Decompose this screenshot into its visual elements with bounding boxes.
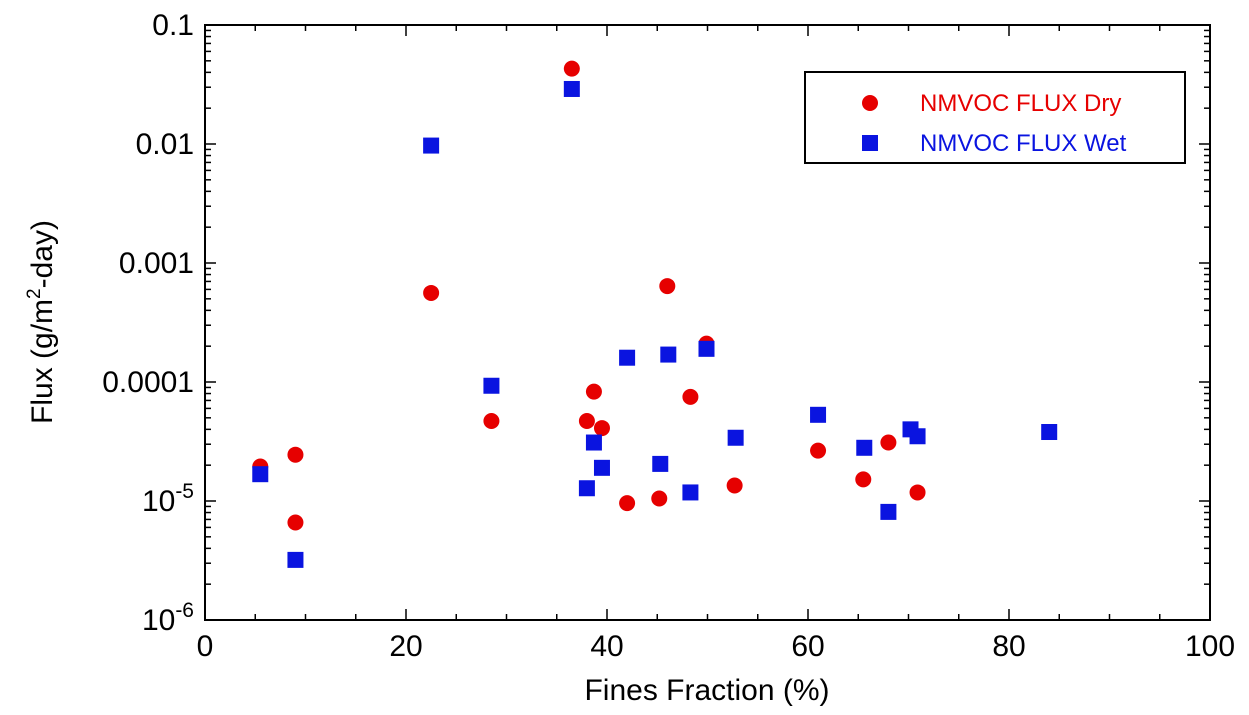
wet-point [593,459,610,476]
x-axis-title: Fines Fraction (%) [584,674,829,707]
dry-point [880,434,897,451]
data-points [252,60,1058,568]
y-tick-label: 0.01 [136,128,194,161]
y-axis-title-sup: 2 [24,288,45,299]
dry-point [659,278,676,295]
dry-point [585,383,602,400]
wet-point [252,466,269,483]
series-dry [252,60,926,531]
x-tick-label: 40 [590,630,623,663]
y-tick-label: 10-5 [142,480,194,518]
y-axis-title: Flux (g/m2-day) [24,220,59,424]
dry-point [909,484,926,501]
axis-ticks [204,25,1211,621]
x-tick-label: 0 [197,630,214,663]
tick-labels: 0 20 40 60 80 100 0.1 0.01 0.001 0.0001 10-5 10-6 [102,9,1235,663]
y-tick-label: 0.001 [119,247,194,280]
wet-point [880,503,897,520]
dry-point [810,442,827,459]
dry-point [593,420,610,437]
wet-point [578,480,595,497]
wet-point [660,346,677,363]
wet-point [585,434,602,451]
legend-wet-marker [862,135,878,151]
dry-point [287,514,304,531]
dry-point [855,471,872,488]
wet-point [483,377,500,394]
dry-point [287,446,304,463]
wet-point [619,349,636,366]
wet-point [287,551,304,568]
wet-point [698,340,715,357]
x-tick-label: 20 [389,630,422,663]
y-tick-label: 10-6 [142,599,194,637]
wet-point [727,429,744,446]
legend-dry-marker [862,95,878,111]
wet-point [682,484,699,501]
dry-point [423,284,440,301]
y-axis-title-suffix: -day) [26,220,59,288]
legend-dry-label: NMVOC FLUX Dry [920,90,1121,117]
x-tick-label: 60 [791,630,824,663]
dry-point [726,477,743,494]
wet-point [909,428,926,445]
legend-wet-label: NMVOC FLUX Wet [920,130,1127,157]
series-wet [252,80,1058,568]
dry-point [682,388,699,405]
y-axis-title-prefix: Flux (g/m [26,299,59,424]
dry-point [563,60,580,77]
dry-point [651,490,668,507]
wet-point [563,80,580,97]
legend: NMVOC FLUX Dry NMVOC FLUX Wet [804,71,1186,164]
x-tick-label: 100 [1185,630,1235,663]
wet-point [1041,424,1058,441]
wet-point [810,406,827,423]
dry-point [483,413,500,430]
wet-point [423,137,440,154]
dry-point [578,413,595,430]
wet-point [856,439,873,456]
wet-point [652,455,669,472]
y-tick-label: 0.0001 [102,366,194,399]
y-tick-label: 0.1 [152,9,194,42]
x-tick-label: 80 [992,630,1025,663]
dry-point [619,495,636,512]
